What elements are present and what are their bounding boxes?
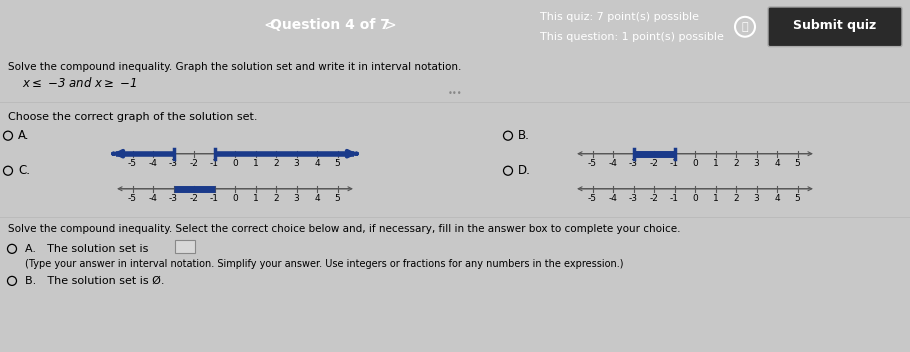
Text: Submit quiz: Submit quiz (794, 19, 876, 32)
Text: -1: -1 (210, 194, 219, 203)
Text: 2: 2 (273, 194, 278, 203)
Text: 1: 1 (253, 159, 258, 168)
Text: A.: A. (18, 129, 29, 142)
Text: -5: -5 (588, 159, 597, 168)
Text: -3: -3 (629, 194, 638, 203)
Text: -1: -1 (210, 159, 219, 168)
Text: 3: 3 (753, 159, 759, 168)
Text: Solve the compound inequality. Select the correct choice below and, if necessary: Solve the compound inequality. Select th… (8, 224, 681, 234)
Text: 0: 0 (693, 194, 698, 203)
Text: -5: -5 (128, 194, 137, 203)
Text: -4: -4 (609, 159, 618, 168)
Text: 5: 5 (335, 159, 340, 168)
Text: B.: B. (518, 129, 530, 142)
Text: 2: 2 (733, 159, 739, 168)
Text: -2: -2 (189, 194, 198, 203)
Text: ⛯: ⛯ (742, 22, 748, 32)
Text: 4: 4 (774, 159, 780, 168)
Text: 5: 5 (794, 194, 801, 203)
Text: C.: C. (18, 164, 30, 177)
Text: -3: -3 (169, 159, 178, 168)
Text: x$\leq$ $-$3 and x$\geq$ $-$1: x$\leq$ $-$3 and x$\geq$ $-$1 (22, 76, 137, 90)
Text: 3: 3 (753, 194, 759, 203)
Text: -4: -4 (148, 159, 157, 168)
Text: B. The solution set is Ø.: B. The solution set is Ø. (25, 276, 165, 286)
Text: -2: -2 (650, 194, 659, 203)
Text: -4: -4 (609, 194, 618, 203)
Text: 5: 5 (794, 159, 801, 168)
Text: This question: 1 point(s) possible: This question: 1 point(s) possible (540, 32, 723, 42)
Text: 1: 1 (713, 194, 718, 203)
Text: 4: 4 (314, 159, 319, 168)
Text: 4: 4 (774, 194, 780, 203)
Text: 1: 1 (713, 159, 718, 168)
Text: 3: 3 (294, 194, 299, 203)
Text: 5: 5 (335, 194, 340, 203)
Text: 0: 0 (693, 159, 698, 168)
Text: -3: -3 (629, 159, 638, 168)
Text: 2: 2 (273, 159, 278, 168)
Text: >: > (384, 17, 397, 32)
Text: 0: 0 (232, 194, 238, 203)
Text: -2: -2 (189, 159, 198, 168)
Text: Question 4 of 7: Question 4 of 7 (270, 18, 390, 32)
Text: -4: -4 (148, 194, 157, 203)
Text: -5: -5 (588, 194, 597, 203)
Text: -3: -3 (169, 194, 178, 203)
Text: -5: -5 (128, 159, 137, 168)
FancyBboxPatch shape (768, 7, 902, 46)
Bar (175, 240, 195, 253)
Text: -2: -2 (650, 159, 659, 168)
Text: •••: ••• (448, 89, 462, 98)
Text: 2: 2 (733, 194, 739, 203)
Text: (Type your answer in interval notation. Simplify your answer. Use integers or fr: (Type your answer in interval notation. … (25, 259, 623, 269)
Text: 1: 1 (253, 194, 258, 203)
Text: <: < (264, 17, 277, 32)
Text: This quiz: 7 point(s) possible: This quiz: 7 point(s) possible (540, 12, 699, 22)
Text: -1: -1 (670, 194, 679, 203)
Text: A. The solution set is: A. The solution set is (25, 244, 148, 254)
Text: Choose the correct graph of the solution set.: Choose the correct graph of the solution… (8, 112, 258, 122)
Text: Solve the compound inequality. Graph the solution set and write it in interval n: Solve the compound inequality. Graph the… (8, 62, 461, 71)
Text: 4: 4 (314, 194, 319, 203)
Text: D.: D. (518, 164, 531, 177)
Text: 0: 0 (232, 159, 238, 168)
Text: -1: -1 (670, 159, 679, 168)
Text: 3: 3 (294, 159, 299, 168)
